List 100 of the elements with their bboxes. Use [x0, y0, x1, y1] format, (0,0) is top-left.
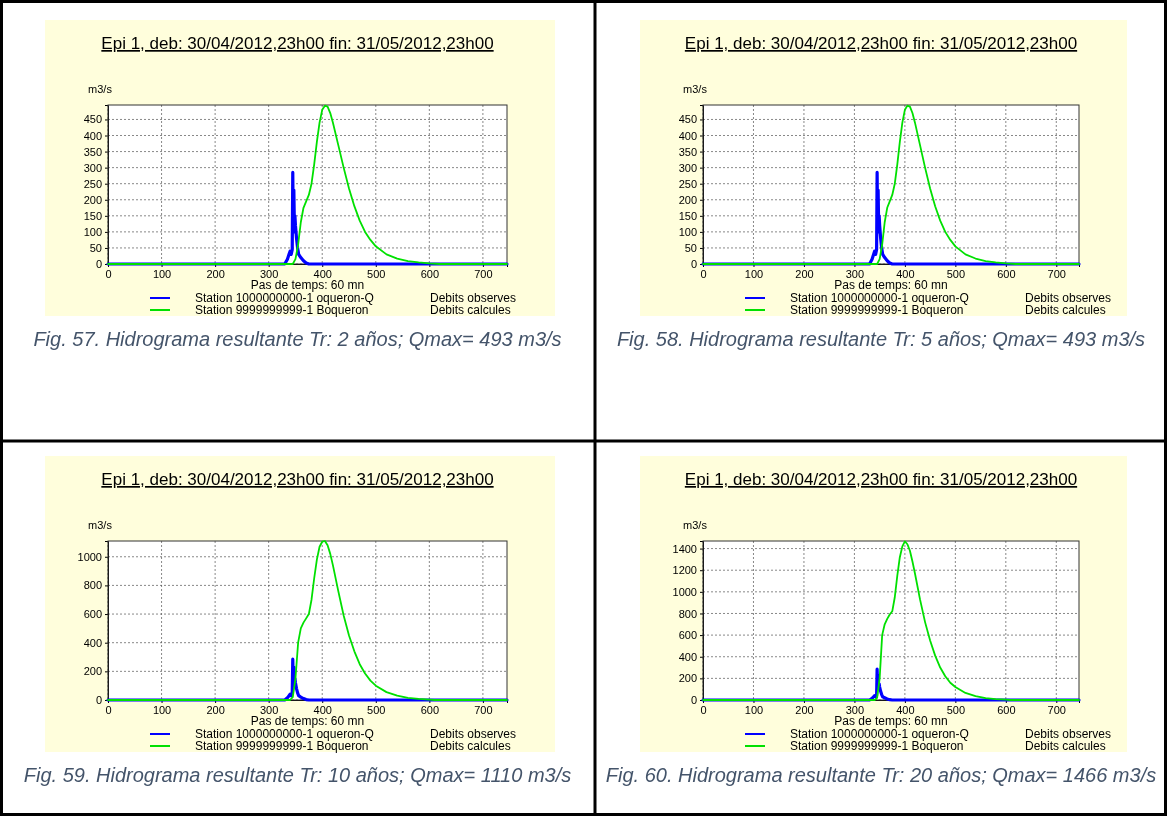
x-tick-label: 200 — [206, 703, 225, 716]
x-tick-label: 600 — [997, 267, 1016, 280]
x-tick-label: 600 — [997, 703, 1016, 716]
legend-label: Station 1000000000-1 oqueron-Q — [790, 291, 969, 305]
y-tick-label: 1200 — [672, 564, 697, 577]
y-tick-label: 1000 — [672, 585, 697, 598]
text: Debits calcules — [1025, 739, 1106, 753]
x-tick-label: 0 — [700, 267, 707, 280]
y-tick-label: 250 — [678, 177, 697, 190]
x-tick-label: 100 — [152, 267, 172, 280]
y-tick-label: 200 — [678, 193, 697, 206]
caption: Fig. 58. Hidrograma resultante Tr: 5 años; Qmax= 493 m3/s — [616, 328, 1146, 350]
legend-label: Station 1000000000-1 oqueron-Q — [195, 727, 374, 741]
y-tick-label: 600 — [678, 629, 697, 642]
y-tick-label: 300 — [83, 161, 102, 174]
y-tick-label: 150 — [678, 209, 697, 222]
x-tick-label: 200 — [795, 703, 814, 716]
x-tick-label: 100 — [152, 703, 172, 716]
x-axis-title: Pas de temps: 60 mn — [250, 714, 365, 728]
chart-title: Epi 1, deb: 30/04/2012,23h00 fin: 31/05/2012,23h00 — [101, 34, 494, 53]
x-tick-label: 300 — [259, 703, 279, 716]
x-tick-label: 500 — [946, 267, 966, 280]
y-tick-label: 250 — [83, 177, 102, 190]
x-tick-label: 100 — [744, 267, 764, 280]
caption: Fig. 59. Hidrograma resultante Tr: 10 años; Qmax= 1110 m3/s — [23, 764, 572, 786]
text: Debits observes — [1025, 291, 1112, 305]
y-axis-title: m3/s — [88, 83, 113, 95]
chart-title: Epi 1, deb: 30/04/2012,23h00 fin: 31/05/2012,23h00 — [101, 470, 494, 489]
text: Debits observes — [430, 727, 517, 741]
x-tick-label: 0 — [700, 703, 707, 716]
x-tick-label: 500 — [367, 267, 386, 280]
line-series — [107, 540, 508, 701]
x-tick-label: 300 — [259, 267, 279, 280]
y-tick-label: 450 — [83, 113, 102, 126]
y-tick-label: 1000 — [77, 550, 102, 563]
legend-label: Station 1000000000-1 oqueron-Q — [790, 727, 969, 741]
y-axis-title: m3/s — [88, 519, 113, 531]
y-tick-label: 200 — [83, 665, 102, 678]
chart-title: Epi 1, deb: 30/04/2012,23h00 fin: 31/05/2012,23h00 — [684, 470, 1078, 489]
y-tick-label: 150 — [83, 209, 102, 222]
y-tick-label: 0 — [95, 694, 102, 707]
x-tick-label: 0 — [105, 703, 112, 716]
line-series — [702, 104, 1080, 265]
x-tick-label: 400 — [896, 703, 915, 716]
y-tick-label: 800 — [678, 607, 697, 620]
x-tick-label: 400 — [896, 267, 915, 280]
x-tick-label: 700 — [474, 267, 493, 280]
x-tick-label: 100 — [744, 703, 764, 716]
text: Debits calcules — [430, 739, 511, 753]
x-tick-label: 700 — [1047, 703, 1066, 716]
text: Debits observes — [430, 291, 517, 305]
text: Debits observes — [1025, 727, 1112, 741]
y-tick-label: 400 — [678, 650, 697, 663]
chart-title: Epi 1, deb: 30/04/2012,23h00 fin: 31/05/2012,23h00 — [684, 34, 1078, 53]
y-tick-label: 400 — [83, 129, 102, 142]
line-series — [702, 540, 1080, 701]
x-tick-label: 300 — [845, 703, 865, 716]
text: Debits calcules — [430, 303, 511, 317]
y-tick-label: 450 — [678, 113, 697, 126]
x-tick-label: 400 — [313, 703, 332, 716]
caption: Fig. 57. Hidrograma resultante Tr: 2 años; Qmax= 493 m3/s — [33, 328, 562, 350]
x-tick-label: 0 — [105, 267, 112, 280]
y-tick-label: 0 — [95, 258, 102, 271]
legend-label: Station 1000000000-1 oqueron-Q — [195, 291, 374, 305]
y-tick-label: 1400 — [672, 542, 697, 555]
y-tick-label: 400 — [83, 636, 102, 649]
y-tick-label: 200 — [678, 672, 697, 685]
y-tick-label: 0 — [690, 258, 697, 271]
x-axis-title: Pas de temps: 60 mn — [250, 278, 365, 292]
y-tick-label: 300 — [678, 161, 697, 174]
legend-label: Station 9999999999-1 Boqueron — [790, 739, 964, 753]
y-tick-label: 600 — [83, 608, 102, 621]
x-tick-label: 700 — [474, 703, 493, 716]
line-series — [107, 104, 508, 265]
x-tick-label: 500 — [946, 703, 966, 716]
legend-label: Station 9999999999-1 Boqueron — [790, 303, 964, 317]
x-tick-label: 600 — [420, 703, 440, 716]
text: Debits calcules — [1025, 303, 1106, 317]
x-tick-label: 200 — [206, 267, 225, 280]
y-tick-label: 100 — [678, 225, 697, 238]
y-tick-label: 350 — [678, 145, 697, 158]
y-tick-label: 50 — [684, 241, 697, 254]
x-tick-label: 600 — [420, 267, 440, 280]
x-axis-title: Pas de temps: 60 mn — [834, 714, 948, 728]
y-tick-label: 800 — [83, 579, 102, 592]
x-tick-label: 500 — [367, 703, 386, 716]
y-axis-title: m3/s — [683, 519, 708, 531]
legend-label: Station 9999999999-1 Boqueron — [195, 303, 369, 317]
x-tick-label: 400 — [313, 267, 332, 280]
legend-label: Station 9999999999-1 Boqueron — [195, 739, 369, 753]
y-tick-label: 350 — [83, 145, 102, 158]
caption: Fig. 60. Hidrograma resultante Tr: 20 años; Qmax= 1466 m3/s — [605, 764, 1157, 786]
y-tick-label: 0 — [690, 694, 697, 707]
x-tick-label: 300 — [845, 267, 865, 280]
y-tick-label: 400 — [678, 129, 697, 142]
x-axis-title: Pas de temps: 60 mn — [834, 278, 948, 292]
x-tick-label: 700 — [1047, 267, 1066, 280]
y-tick-label: 200 — [83, 193, 102, 206]
y-tick-label: 50 — [89, 241, 102, 254]
y-axis-title: m3/s — [683, 83, 708, 95]
